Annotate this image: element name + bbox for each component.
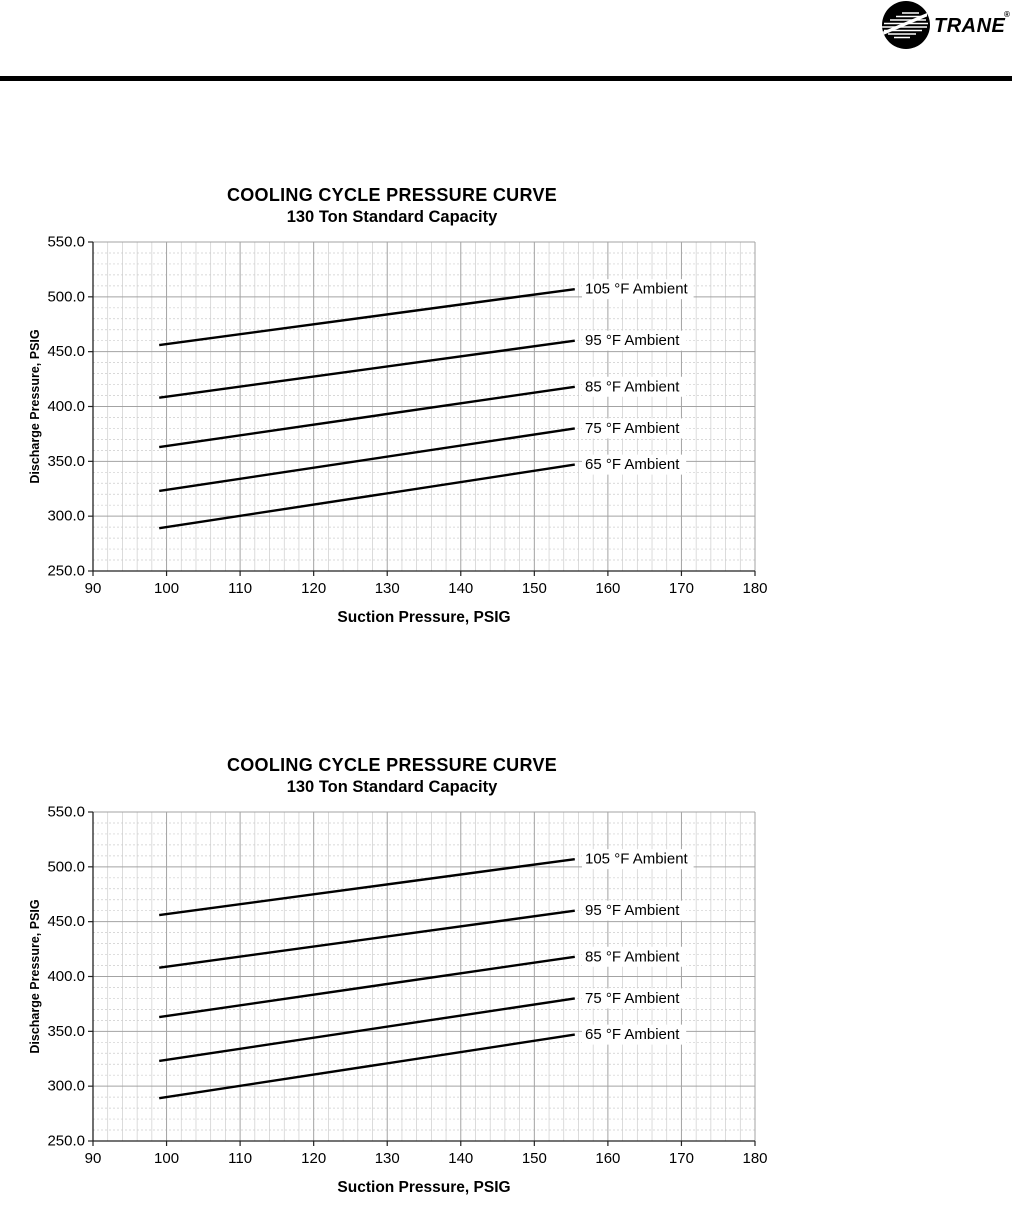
x-tick-label: 170 [669, 1150, 694, 1167]
y-tick-label: 300.0 [47, 1078, 85, 1095]
chart-title: COOLING CYCLE PRESSURE CURVE [227, 185, 557, 205]
x-tick-label: 130 [375, 1150, 400, 1167]
y-axis-title: Discharge Pressure, PSIG [28, 899, 42, 1053]
y-tick-label: 550.0 [47, 234, 85, 251]
series-line [159, 427, 575, 493]
y-axis-title: Discharge Pressure, PSIG [28, 329, 42, 483]
y-tick-label: 450.0 [47, 913, 85, 930]
series-label-bg [582, 849, 694, 870]
series-label-bg [582, 900, 687, 921]
series-label: 105 °F Ambient [585, 851, 689, 868]
series-line [159, 997, 575, 1063]
x-tick-label: 90 [85, 1150, 102, 1167]
series-label-bg [582, 988, 687, 1009]
series-label-bg [582, 376, 687, 397]
series-label: 105 °F Ambient [585, 281, 689, 298]
series-line [159, 287, 575, 347]
x-tick-label: 180 [742, 580, 767, 597]
x-tick-label: 140 [448, 1150, 473, 1167]
series-label-bg [582, 946, 687, 967]
series-label-bg [582, 1024, 687, 1045]
header-rule [0, 76, 1012, 81]
chart-title: COOLING CYCLE PRESSURE CURVE [227, 755, 557, 775]
y-tick-label: 350.0 [47, 1023, 85, 1040]
chart-canvas-2: 90 100 110 120 130 140 150 160 170 180 550.0 500.0 4… [28, 755, 768, 1196]
y-tick-label: 250.0 [47, 1133, 85, 1150]
x-tick-label: 110 [228, 580, 252, 597]
series-label-bg [582, 454, 687, 475]
x-tick-label: 130 [375, 580, 400, 597]
y-tick-label: 550.0 [47, 804, 85, 821]
series-line [159, 339, 575, 399]
y-tick-label: 400.0 [47, 398, 85, 415]
chart-subtitle: 130 Ton Standard Capacity [287, 208, 498, 226]
x-axis-title: Suction Pressure, PSIG [337, 609, 510, 626]
series-line [159, 909, 575, 969]
registered-mark: ® [1004, 10, 1010, 19]
series-label: 95 °F Ambient [585, 902, 680, 919]
x-tick-label: 100 [154, 1150, 179, 1167]
series-label: 85 °F Ambient [585, 948, 680, 965]
x-tick-label: 170 [669, 580, 694, 597]
x-tick-label: 120 [301, 1150, 326, 1167]
x-axis-title: Suction Pressure, PSIG [337, 1179, 510, 1196]
series-label: 65 °F Ambient [585, 1026, 680, 1043]
series-line [159, 955, 575, 1019]
y-tick-label: 300.0 [47, 508, 85, 525]
series-label: 65 °F Ambient [585, 456, 680, 473]
series-line [159, 463, 575, 530]
series-label: 95 °F Ambient [585, 332, 680, 349]
pressure-curve-chart-1: 90 100 110 120 130 140 150 160 170 180 550.0 500.0 4… [10, 180, 800, 630]
x-tick-label: 120 [301, 580, 326, 597]
series-label-bg [582, 330, 687, 351]
x-tick-label: 150 [522, 1150, 547, 1167]
x-tick-label: 150 [522, 580, 547, 597]
series-label-bg [582, 279, 694, 300]
chart-subtitle: 130 Ton Standard Capacity [287, 778, 498, 796]
y-tick-label: 500.0 [47, 288, 85, 305]
series-label: 75 °F Ambient [585, 990, 680, 1007]
y-tick-label: 350.0 [47, 453, 85, 470]
y-tick-label: 400.0 [47, 968, 85, 985]
x-tick-label: 100 [154, 580, 179, 597]
y-tick-label: 450.0 [47, 343, 85, 360]
chart-canvas-1: 90 100 110 120 130 140 150 160 170 180 550.0 500.0 4… [28, 185, 768, 626]
y-tick-label: 250.0 [47, 563, 85, 580]
series-line [159, 385, 575, 449]
y-tick-label: 500.0 [47, 858, 85, 875]
x-tick-label: 140 [448, 580, 473, 597]
x-tick-label: 110 [228, 1150, 252, 1167]
trane-wordmark: TRANE [934, 15, 1006, 37]
series-label: 75 °F Ambient [585, 420, 680, 437]
series-line [159, 1033, 575, 1100]
series-line [159, 857, 575, 917]
series-label: 85 °F Ambient [585, 378, 680, 395]
trane-emblem-icon [882, 1, 930, 49]
trane-logo: TRANE ® [882, 1, 1010, 49]
series-label-bg [582, 418, 687, 439]
x-tick-label: 160 [595, 1150, 620, 1167]
x-tick-label: 90 [85, 580, 102, 597]
x-tick-label: 160 [595, 580, 620, 597]
x-tick-label: 180 [742, 1150, 767, 1167]
pressure-curve-chart-2: 90 100 110 120 130 140 150 160 170 180 550.0 500.0 4… [10, 750, 800, 1200]
